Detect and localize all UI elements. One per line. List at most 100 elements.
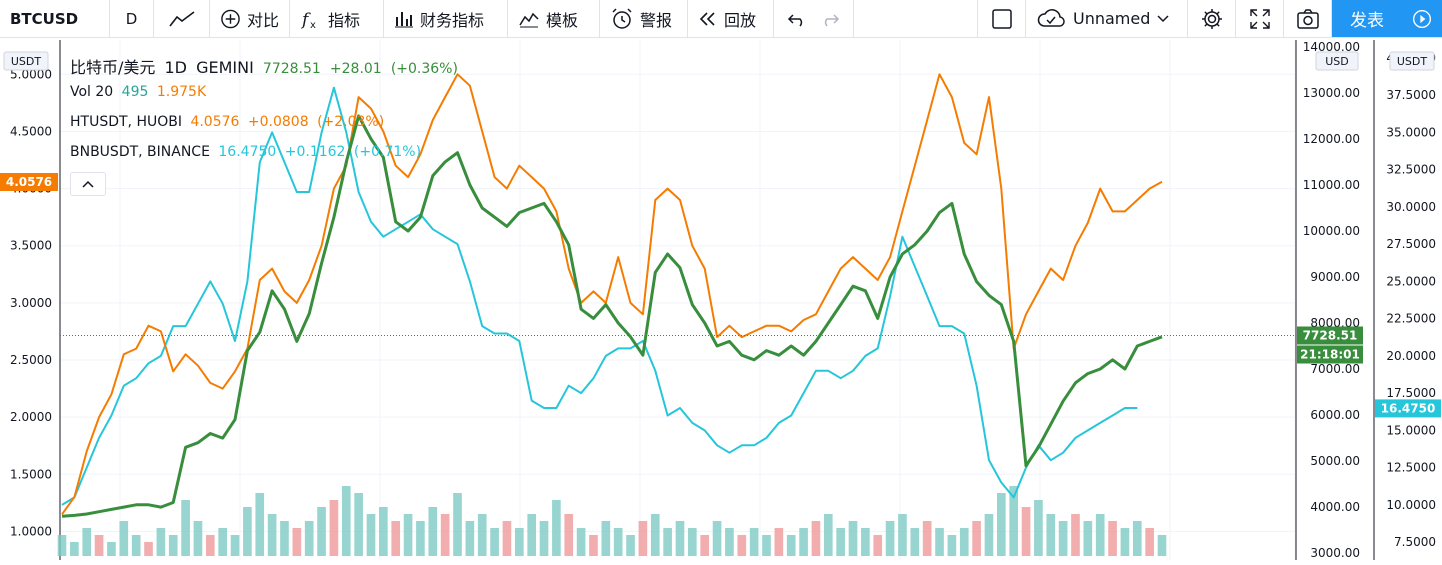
volume-bar bbox=[898, 514, 907, 556]
chart-style-button[interactable] bbox=[154, 0, 210, 37]
volume-bar bbox=[700, 535, 710, 556]
volume-bar bbox=[82, 528, 92, 556]
volume-bar bbox=[193, 521, 203, 556]
template-icon bbox=[519, 12, 539, 27]
volume-bar bbox=[181, 500, 190, 556]
legend-volume-label: Vol 20 bbox=[70, 84, 114, 100]
alert-button[interactable]: 警报 bbox=[600, 0, 688, 37]
volume-bar bbox=[70, 542, 79, 556]
volume-bar bbox=[861, 528, 870, 556]
legend-volume[interactable]: Vol 20 495 1.975K bbox=[70, 84, 210, 100]
volume-bar bbox=[366, 514, 376, 556]
volume-bar bbox=[799, 528, 808, 556]
replay-button[interactable]: 回放 bbox=[688, 0, 774, 37]
volume-bar bbox=[910, 528, 920, 556]
mid-axis-tick-label: 9000.00 bbox=[1310, 270, 1360, 284]
redo-icon[interactable] bbox=[820, 11, 840, 27]
financials-label: 财务指标 bbox=[420, 10, 485, 30]
left-axis-tick-label: 5.0000 bbox=[10, 67, 52, 81]
templates-label: 模板 bbox=[546, 10, 579, 30]
btc-last-value-label-bg bbox=[1297, 326, 1363, 345]
volume-bar bbox=[762, 535, 771, 556]
fullscreen-button[interactable] bbox=[1236, 0, 1284, 37]
volume-bar bbox=[811, 521, 821, 556]
volume-bar bbox=[823, 514, 833, 556]
svg-text:x: x bbox=[310, 20, 316, 30]
fullscreen-box-icon bbox=[991, 8, 1012, 29]
left-axis-unit-bg bbox=[3, 51, 49, 71]
volume-bar bbox=[280, 521, 289, 556]
settings-button[interactable] bbox=[1188, 0, 1236, 37]
undo-icon[interactable] bbox=[787, 11, 807, 27]
financials-button[interactable]: 财务指标 bbox=[384, 0, 508, 37]
volume-bar bbox=[267, 514, 277, 556]
symbol-search-button[interactable]: BTCUSD bbox=[0, 0, 110, 37]
volume-bar bbox=[1132, 521, 1142, 556]
volume-bar bbox=[1108, 521, 1117, 556]
volume-bar bbox=[601, 521, 611, 556]
volume-bar bbox=[341, 486, 351, 556]
volume-bar bbox=[317, 507, 326, 556]
volume-bar bbox=[1058, 521, 1068, 556]
undo-redo-group bbox=[774, 0, 854, 37]
legend-main-change-pct: (+0.36%) bbox=[390, 61, 458, 77]
select-box-button[interactable] bbox=[978, 0, 1026, 37]
legend-ht-series[interactable]: HTUSDT, HUOBI 4.0576 +0.0808 (+2.03%) bbox=[70, 114, 388, 130]
interval-button[interactable]: D bbox=[110, 0, 154, 37]
right-axis-tick-label: 27.5000 bbox=[1386, 237, 1436, 251]
publish-label: 发表 bbox=[1350, 11, 1384, 31]
mid-axis-tick-label: 6000.00 bbox=[1310, 408, 1360, 422]
legend-main-title: 比特币/美元 bbox=[70, 58, 156, 77]
gear-icon bbox=[1201, 8, 1222, 29]
mid-axis-tick-label: 4000.00 bbox=[1310, 500, 1360, 514]
right-axis-tick-label: 7.5000 bbox=[1394, 535, 1436, 549]
volume-bar bbox=[997, 493, 1006, 556]
volume-bar bbox=[465, 521, 475, 556]
volume-bar bbox=[885, 521, 895, 556]
volume-bar bbox=[230, 535, 240, 556]
legend-bnb-change: +0.1162 bbox=[284, 144, 346, 160]
snapshot-button[interactable] bbox=[1284, 0, 1332, 37]
templates-button[interactable]: 模板 bbox=[508, 0, 600, 37]
rewind-icon bbox=[699, 11, 715, 26]
volume-bar bbox=[156, 528, 166, 556]
volume-bar bbox=[1145, 528, 1154, 556]
layout-menu-button[interactable]: Unnamed bbox=[1026, 0, 1188, 37]
mid-axis-unit-bg bbox=[1315, 51, 1359, 71]
right-axis-tick-label: 25.0000 bbox=[1386, 274, 1436, 288]
symbol-label: BTCUSD bbox=[10, 9, 79, 28]
volume-bar bbox=[589, 535, 598, 556]
volume-bar bbox=[243, 507, 252, 556]
volume-bar bbox=[428, 507, 438, 556]
left-axis-tick-label: 4.5000 bbox=[10, 124, 52, 138]
volume-bar bbox=[576, 528, 586, 556]
legend-collapse-button[interactable] bbox=[70, 172, 106, 196]
play-button[interactable] bbox=[1402, 0, 1442, 37]
right-axis-tick-label: 15.0000 bbox=[1386, 423, 1436, 437]
volume-bar bbox=[1046, 514, 1056, 556]
volume-bar bbox=[255, 493, 265, 556]
compare-button[interactable]: 对比 bbox=[210, 0, 290, 37]
mid-axis-tick-label: 10000.00 bbox=[1303, 224, 1360, 238]
legend-bnb-label: BNBUSDT, BINANCE bbox=[70, 144, 210, 160]
alert-label: 警报 bbox=[640, 10, 673, 30]
volume-bar bbox=[935, 528, 944, 556]
volume-bar bbox=[490, 528, 499, 556]
legend-main-series[interactable]: 比特币/美元 1D GEMINI 7728.51 +28.01 (+0.36%) bbox=[70, 54, 462, 78]
publish-button[interactable]: 发表 bbox=[1332, 0, 1402, 37]
left-axis-tick-label: 3.5000 bbox=[10, 239, 52, 253]
mid-axis-tick-label: 14000.00 bbox=[1303, 40, 1360, 54]
legend-bnb-series[interactable]: BNBUSDT, BINANCE 16.4750 +0.1162 (+0.71%… bbox=[70, 144, 425, 160]
mid-axis-tick-label: 12000.00 bbox=[1303, 132, 1360, 146]
mid-axis-tick-label: 7000.00 bbox=[1310, 362, 1360, 376]
volume-bar bbox=[527, 514, 536, 556]
right-axis-tick-label: 32.5000 bbox=[1386, 163, 1436, 177]
volume-bar bbox=[391, 521, 401, 556]
volume-bar bbox=[218, 528, 227, 556]
ht-last-value-label-bg bbox=[0, 172, 58, 191]
volume-bar bbox=[638, 521, 648, 556]
volume-bar bbox=[613, 528, 623, 556]
right-axis-unit-bg bbox=[1389, 51, 1435, 71]
